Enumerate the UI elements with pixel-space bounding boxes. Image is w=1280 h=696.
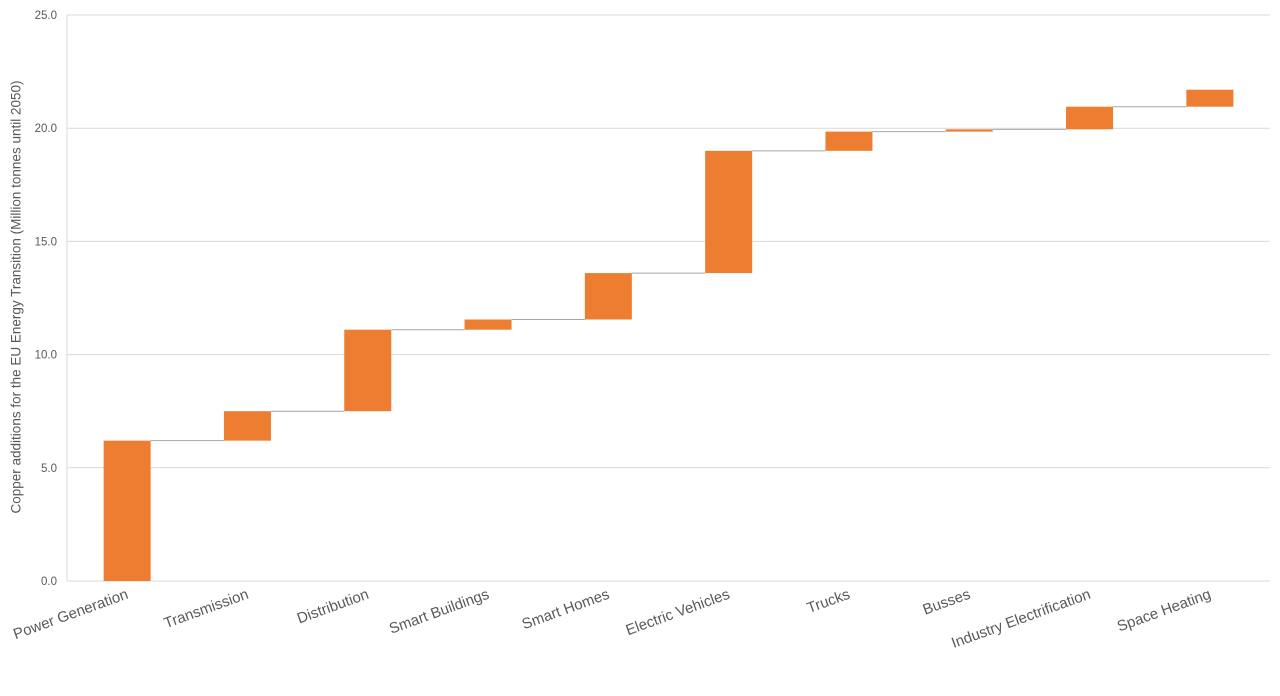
x-tick-label: Distribution bbox=[295, 586, 371, 628]
x-tick-label: Industry Electrification bbox=[949, 586, 1093, 652]
x-tick-label: Trucks bbox=[805, 586, 853, 617]
x-tick-label: Space Heating bbox=[1115, 586, 1213, 636]
x-tick-label: Smart Homes bbox=[520, 586, 612, 633]
y-tick-label: 25.0 bbox=[35, 10, 57, 22]
bar-distribution bbox=[344, 329, 392, 412]
y-tick-label: 10.0 bbox=[35, 350, 57, 362]
bar-trucks bbox=[825, 131, 873, 151]
y-tick-label: 15.0 bbox=[35, 236, 57, 248]
x-tick-label: Electric Vehicles bbox=[624, 586, 732, 639]
bar-space-heating bbox=[1186, 89, 1234, 107]
y-tick-label: 0.0 bbox=[41, 576, 57, 588]
bar-smart-homes bbox=[584, 273, 632, 320]
x-tick-label: Power Generation bbox=[11, 586, 130, 643]
x-tick-label: Transmission bbox=[162, 586, 251, 632]
bar-transmission bbox=[223, 411, 271, 441]
y-tick-label: 20.0 bbox=[35, 123, 57, 135]
bar-power-generation bbox=[103, 440, 151, 581]
y-tick-label: 5.0 bbox=[41, 463, 57, 475]
bar-electric-vehicles bbox=[705, 150, 753, 274]
x-tick-label: Busses bbox=[921, 586, 973, 619]
bar-smart-buildings bbox=[464, 319, 512, 330]
x-tick-label: Smart Buildings bbox=[387, 586, 492, 638]
bar-industry-electrification bbox=[1066, 106, 1114, 130]
bar-busses bbox=[945, 129, 993, 132]
